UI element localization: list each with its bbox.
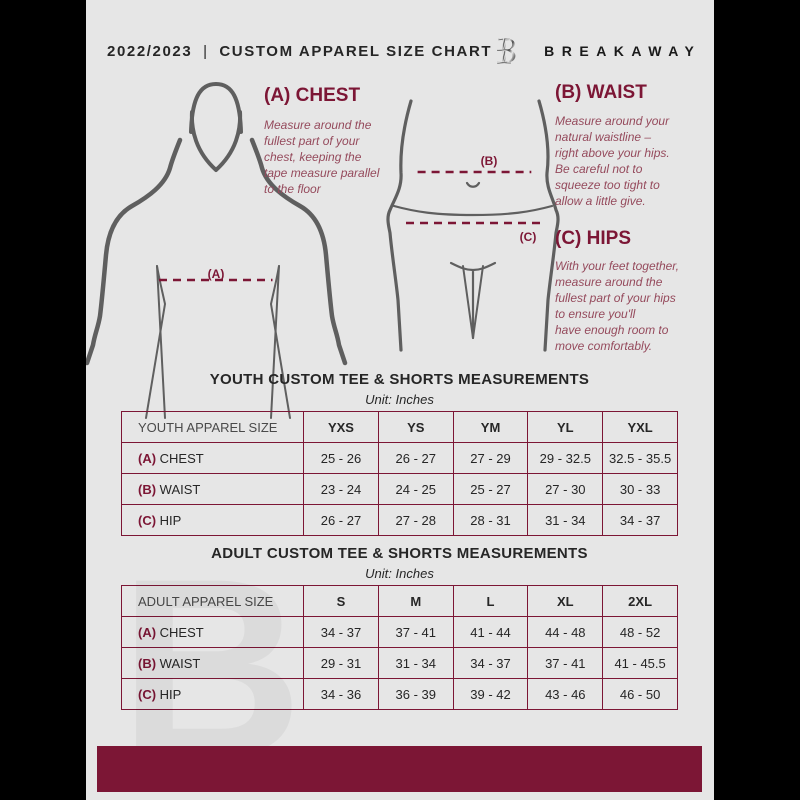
svg-text:(C): (C) (520, 230, 537, 244)
svg-text:(B): (B) (481, 154, 498, 168)
svg-text:(A): (A) (208, 267, 225, 281)
svg-text:B: B (119, 548, 303, 778)
